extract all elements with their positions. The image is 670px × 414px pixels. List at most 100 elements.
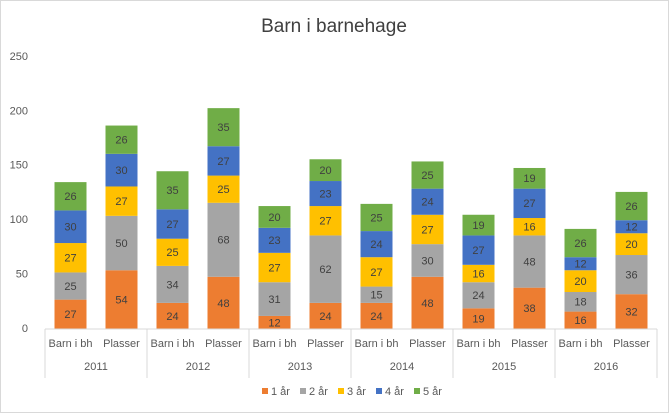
group-label: 2012 <box>186 361 210 373</box>
data-label: 34 <box>166 279 178 291</box>
chart-title: Barn i barnehage <box>261 16 407 37</box>
data-label: 24 <box>370 311 382 323</box>
data-label: 36 <box>625 270 637 282</box>
data-label: 12 <box>268 317 280 329</box>
data-label: 27 <box>217 156 229 168</box>
bar-segment <box>615 220 648 234</box>
data-label: 16 <box>472 268 484 280</box>
bar-segment <box>513 167 546 189</box>
group-label: 2013 <box>288 361 312 373</box>
bar-segment <box>258 252 291 283</box>
bar-segment <box>156 171 189 210</box>
data-label: 16 <box>574 315 586 327</box>
bar-segment <box>513 287 546 329</box>
bar-segment <box>411 276 444 329</box>
legend-label: 3 år <box>347 386 366 398</box>
data-label: 31 <box>268 294 280 306</box>
data-label: 12 <box>625 222 637 234</box>
bar-segment <box>309 159 342 182</box>
bar-segment <box>54 210 87 244</box>
bar-segment <box>54 299 87 329</box>
bar-segment <box>564 292 597 312</box>
data-label: 19 <box>523 173 535 185</box>
legend-label: 2 år <box>309 386 328 398</box>
bar-segment <box>360 286 393 303</box>
x-tick-label: Barn i bh <box>456 338 500 350</box>
legend-label: 4 år <box>385 386 404 398</box>
data-label: 30 <box>115 165 127 177</box>
bar-segment <box>462 235 495 265</box>
data-label: 35 <box>166 185 178 197</box>
bar-segment <box>615 255 648 295</box>
x-tick-label: Barn i bh <box>354 338 398 350</box>
bar-segment <box>360 302 393 329</box>
bar-segment <box>258 315 291 329</box>
bar-segment <box>105 186 138 216</box>
data-label: 25 <box>421 170 433 182</box>
data-label: 27 <box>523 198 535 210</box>
x-tick-label: Barn i bh <box>252 338 296 350</box>
bar-segment <box>207 108 240 147</box>
x-tick-label: Plasser <box>613 338 650 350</box>
data-label: 24 <box>421 197 433 209</box>
y-tick-label: 100 <box>10 214 28 226</box>
bar-segment <box>564 257 597 271</box>
data-label: 20 <box>319 165 331 177</box>
data-label: 48 <box>421 298 433 310</box>
data-label: 24 <box>319 311 331 323</box>
x-tick-label: Plasser <box>307 338 344 350</box>
bar-segment <box>360 203 393 232</box>
bar-segment <box>615 294 648 329</box>
bar-segment <box>207 202 240 277</box>
group-label: 2011 <box>84 361 108 373</box>
data-label: 27 <box>421 224 433 236</box>
bar-segment <box>258 227 291 253</box>
legend-swatch <box>338 388 344 394</box>
data-label: 27 <box>268 262 280 274</box>
data-label: 20 <box>268 212 280 224</box>
data-label: 24 <box>370 239 382 251</box>
group-label: 2016 <box>594 361 618 373</box>
y-tick-label: 150 <box>10 160 28 172</box>
data-label: 38 <box>523 303 535 315</box>
group-label: 2014 <box>390 361 414 373</box>
bar-segment <box>309 206 342 236</box>
bar-segment <box>105 215 138 271</box>
bar-segment <box>156 265 189 303</box>
data-label: 54 <box>115 295 127 307</box>
bar-segment <box>309 181 342 207</box>
data-label: 62 <box>319 264 331 276</box>
x-tick-label: Plasser <box>511 338 548 350</box>
x-tick-label: Barn i bh <box>558 338 602 350</box>
data-label: 35 <box>217 122 229 134</box>
y-tick-label: 200 <box>10 105 28 117</box>
data-label: 25 <box>166 247 178 259</box>
bar-segment <box>54 272 87 300</box>
data-label: 27 <box>370 267 382 279</box>
data-label: 25 <box>64 281 76 293</box>
bar-segment <box>309 235 342 303</box>
bar-segment <box>258 206 291 228</box>
data-label: 26 <box>574 238 586 250</box>
data-label: 20 <box>574 276 586 288</box>
data-label: 24 <box>472 290 484 302</box>
data-label: 27 <box>64 309 76 321</box>
x-tick-label: Plasser <box>205 338 242 350</box>
data-label: 26 <box>625 201 637 213</box>
y-tick-label: 0 <box>22 323 28 335</box>
bar-segment <box>411 244 444 277</box>
legend-swatch <box>414 388 420 394</box>
data-label: 16 <box>523 222 535 234</box>
bar-segment <box>105 125 138 154</box>
bar-segment <box>564 228 597 258</box>
data-label: 68 <box>217 235 229 247</box>
data-label: 48 <box>217 298 229 310</box>
data-label: 23 <box>319 188 331 200</box>
x-tick-label: Barn i bh <box>48 338 92 350</box>
x-tick-label: Plasser <box>103 338 140 350</box>
y-tick-label: 250 <box>10 51 28 63</box>
bar-segment <box>462 264 495 283</box>
bar-segment <box>564 270 597 293</box>
legend-label: 1 år <box>271 386 290 398</box>
